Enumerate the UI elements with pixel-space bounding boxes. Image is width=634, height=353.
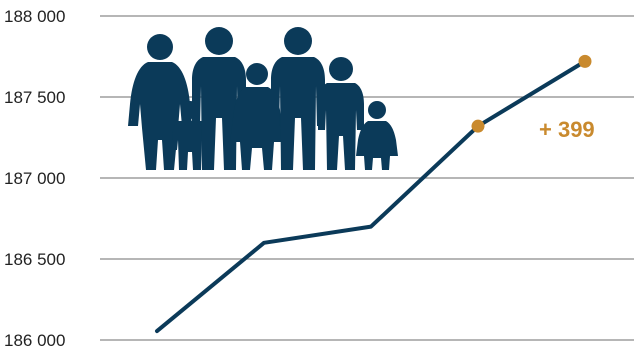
highlight-point	[578, 54, 592, 68]
highlight-point	[471, 119, 485, 133]
y-tick-label: 188 000	[4, 7, 65, 26]
y-axis-tick-labels: 186 000 186 500 187 000 187 500 188 000	[4, 7, 65, 350]
y-tick-label: 187 000	[4, 169, 65, 188]
y-tick-label: 187 500	[4, 88, 65, 107]
family-icon	[128, 27, 398, 170]
increase-annotation: + 399	[539, 117, 595, 142]
series-line	[155, 59, 587, 334]
highlight-markers	[471, 54, 592, 133]
gridlines	[100, 15, 634, 341]
y-tick-label: 186 000	[4, 331, 65, 350]
y-tick-label: 186 500	[4, 250, 65, 269]
